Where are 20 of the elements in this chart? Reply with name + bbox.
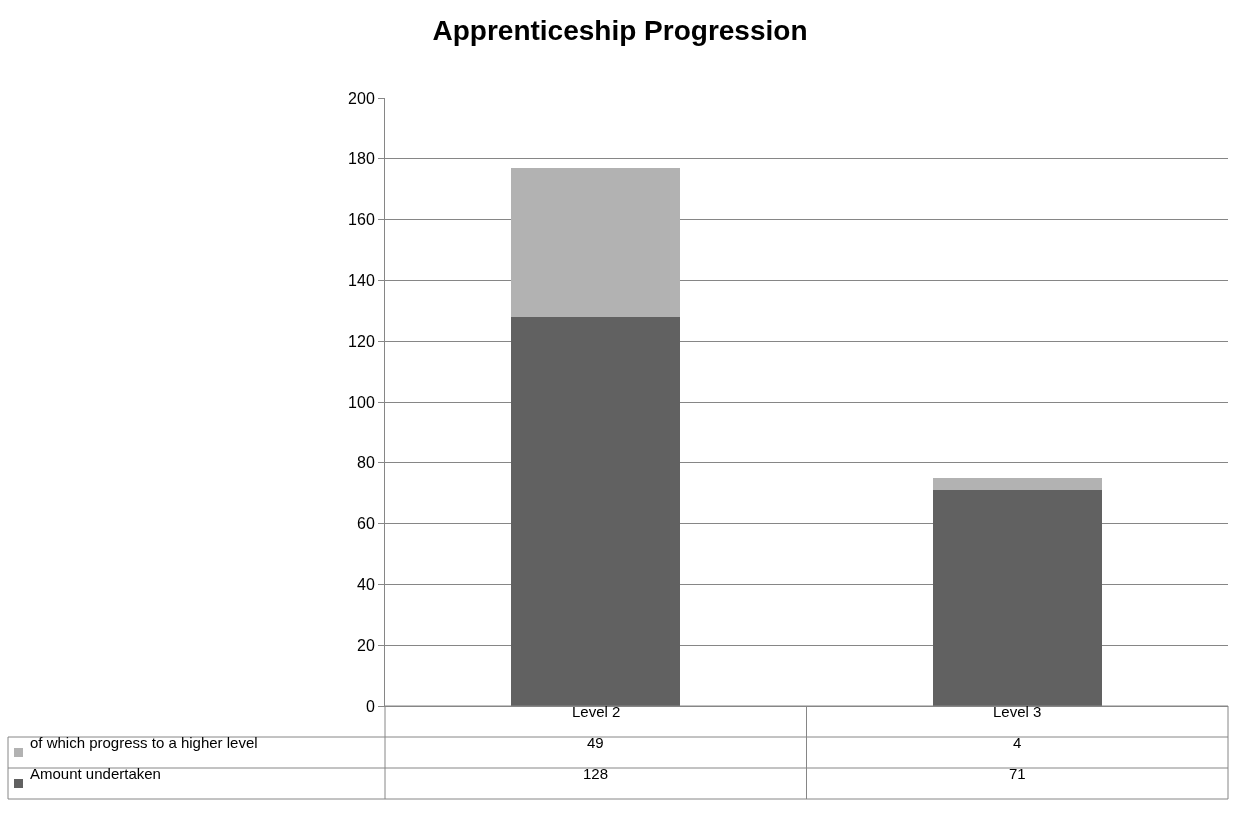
data-label: 128	[583, 765, 609, 782]
data-label: 4	[1013, 734, 1022, 751]
y-tick-label: 200	[348, 89, 375, 107]
y-tick-label: 0	[365, 697, 375, 715]
chart-title: Apprenticeship Progression	[432, 15, 808, 47]
y-tick-label: 160	[348, 211, 375, 229]
y-tick-label: 120	[348, 332, 375, 350]
data-label: 71	[1009, 765, 1026, 782]
legend-label: of which progress to a higher level	[30, 734, 258, 751]
y-tick-label: 100	[348, 393, 375, 411]
legend-label: Amount undertaken	[30, 765, 161, 782]
x-tick-label: Level 3	[993, 703, 1042, 720]
data-label: 49	[587, 734, 604, 751]
x-tick-label: Level 2	[572, 703, 621, 720]
y-tick-label: 180	[348, 150, 375, 168]
y-tick-label: 80	[357, 454, 375, 472]
y-tick-label: 140	[348, 272, 375, 289]
y-tick-label: 40	[357, 576, 375, 593]
y-tick-label: 20	[357, 636, 375, 654]
y-tick-label: 60	[357, 515, 375, 533]
